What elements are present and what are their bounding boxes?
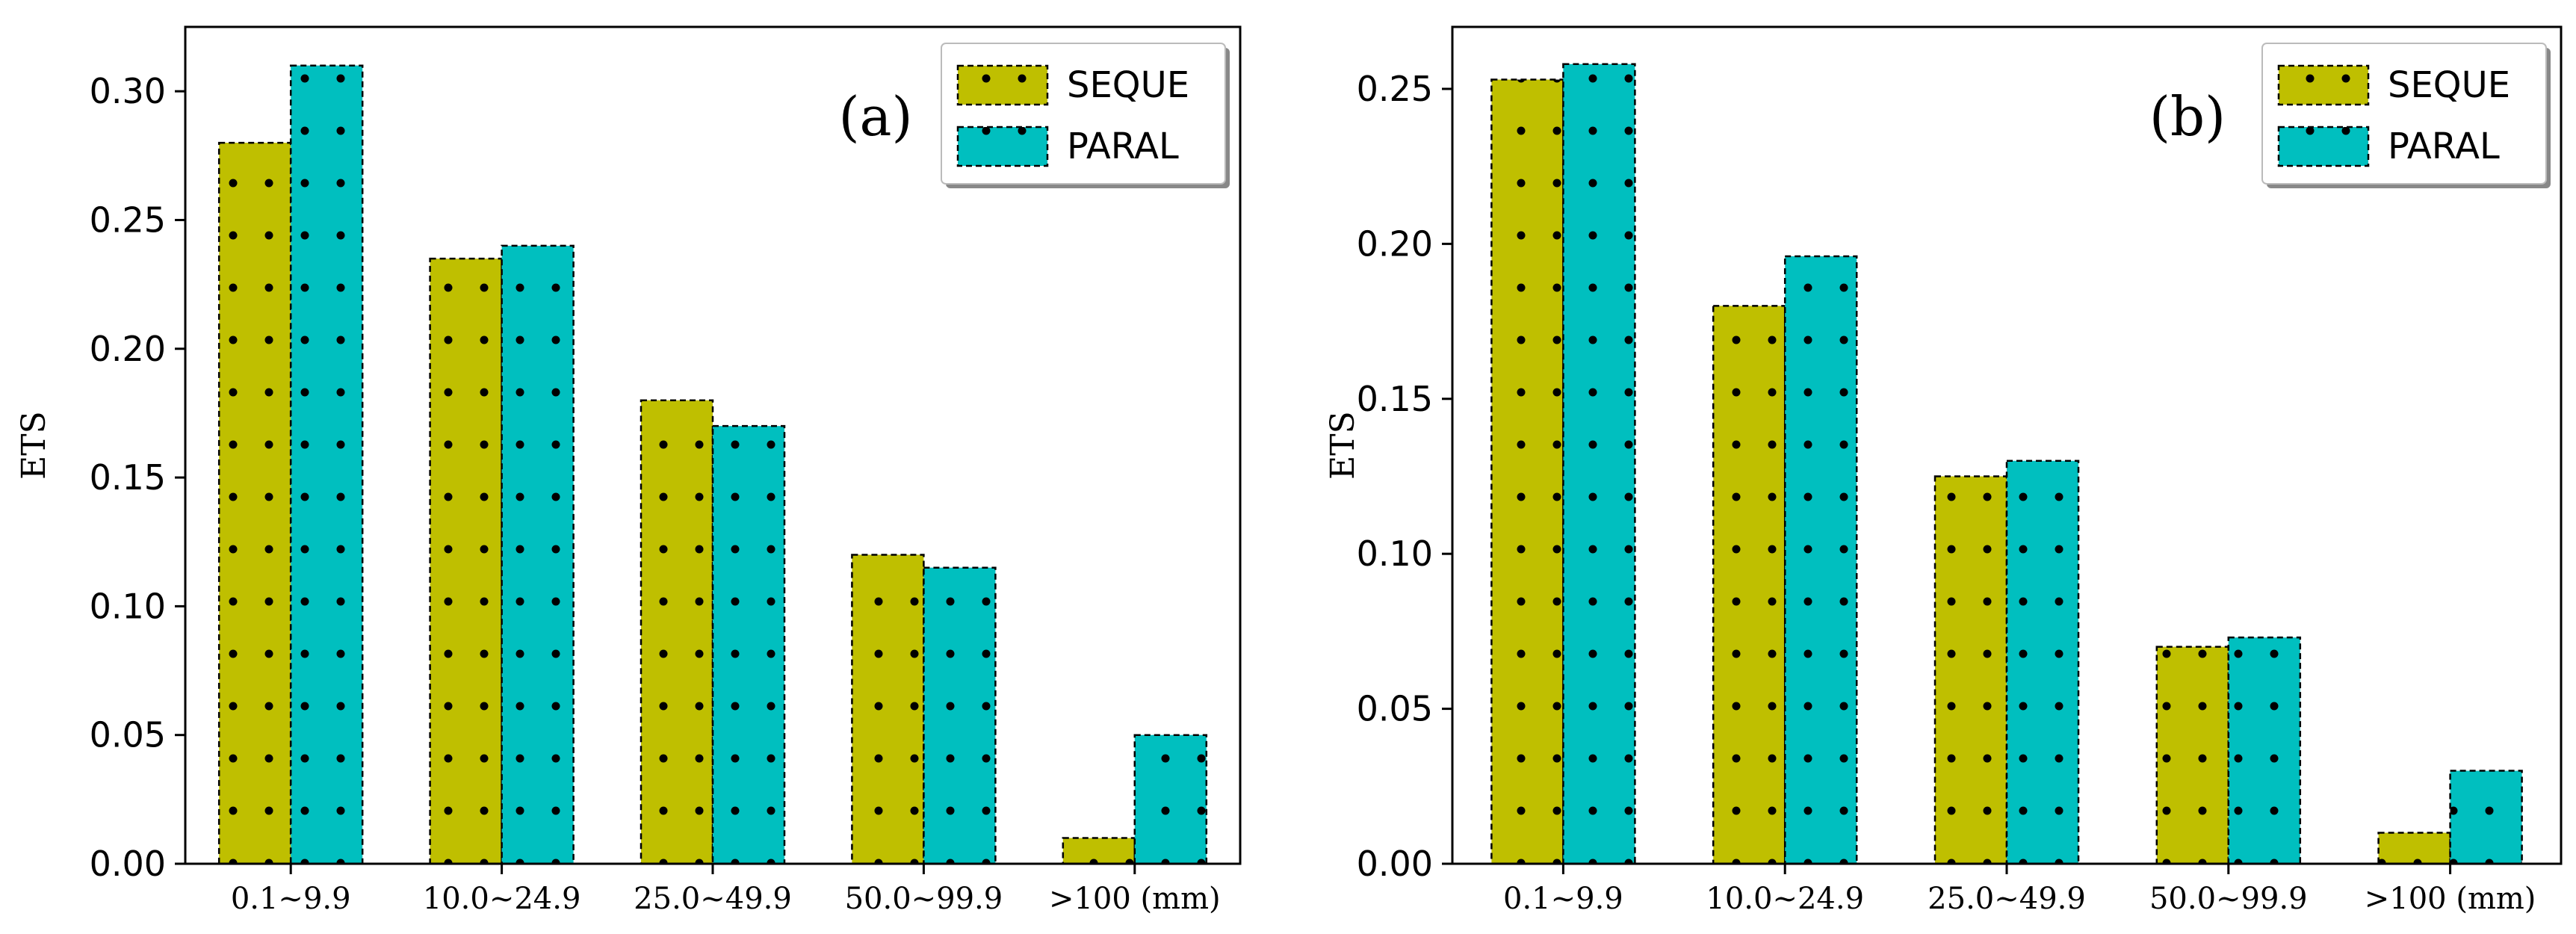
- y-tick-label: 0.25: [1357, 69, 1433, 109]
- y-tick-label: 0.15: [90, 457, 166, 498]
- bar-seque-2: [641, 400, 713, 864]
- chart-a-svg: 0.00 0.05 0.10 0.15 0.20 0.25 0.30 0.1~9.9 10.0~…: [0, 0, 1288, 934]
- y-tick-label: 0.30: [90, 71, 166, 111]
- y-tick-label: 0.00: [1357, 844, 1433, 884]
- chart-b-svg: 0.00 0.05 0.10 0.15 0.20 0.25 0.1~9.9 10.0~24.9…: [1288, 0, 2576, 934]
- y-axis-label: ETS: [15, 411, 53, 480]
- x-tick-label: 10.0~24.9: [1706, 882, 1864, 916]
- chart-panel-a: 0.00 0.05 0.10 0.15 0.20 0.25 0.30 0.1~9.9 10.0~…: [0, 0, 1288, 934]
- x-tick-label: 25.0~49.9: [634, 882, 792, 916]
- bar-seque-0: [219, 143, 291, 864]
- legend-swatch-paral: [958, 127, 1047, 166]
- bar-seque-1: [430, 259, 502, 864]
- bar-paral-3: [923, 568, 995, 864]
- y-tick-label: 0.20: [1357, 223, 1433, 264]
- bar-paral-2: [713, 426, 784, 864]
- y-tick-label: 0.25: [90, 200, 166, 240]
- bar-paral-4: [2450, 771, 2522, 864]
- bar-seque-2: [1935, 476, 2007, 864]
- x-tick-label: 25.0~49.9: [1928, 882, 2086, 916]
- legend-swatch-seque: [2279, 66, 2368, 105]
- x-tick-label: 0.1~9.9: [231, 882, 351, 916]
- x-tick-label: 50.0~99.9: [845, 882, 1003, 916]
- bar-seque-0: [1491, 80, 1563, 864]
- x-tick-label: >100 (mm): [2365, 882, 2536, 916]
- bar-paral-0: [291, 66, 362, 864]
- x-tick-label: 0.1~9.9: [1503, 882, 1623, 916]
- legend-label-seque: SEQUE: [1067, 64, 1189, 106]
- bar-paral-3: [2229, 637, 2300, 864]
- y-tick-label: 0.10: [90, 586, 166, 626]
- y-tick-label: 0.05: [90, 715, 166, 755]
- y-tick-label: 0.10: [1357, 534, 1433, 574]
- panel-label: (a): [838, 85, 912, 148]
- legend-swatch-seque: [958, 66, 1047, 105]
- bar-seque-1: [1713, 306, 1785, 864]
- x-tick-label: >100 (mm): [1049, 882, 1221, 916]
- y-tick-label: 0.20: [90, 329, 166, 369]
- y-axis-label: ETS: [1324, 411, 1362, 480]
- bar-seque-4: [2379, 833, 2450, 864]
- x-tick-label: 50.0~99.9: [2149, 882, 2308, 916]
- y-tick-label: 0.05: [1357, 689, 1433, 729]
- chart-panel-b: 0.00 0.05 0.10 0.15 0.20 0.25 0.1~9.9 10.0~24.9…: [1288, 0, 2576, 934]
- bar-paral-1: [502, 246, 574, 864]
- bar-seque-4: [1063, 838, 1135, 864]
- panel-label: (b): [2149, 85, 2226, 148]
- bar-seque-3: [852, 554, 923, 864]
- legend-label-paral: PARAL: [1067, 126, 1179, 167]
- legend-swatch-paral: [2279, 127, 2368, 166]
- bar-paral-1: [1785, 256, 1857, 864]
- legend-label-seque: SEQUE: [2388, 64, 2510, 106]
- bar-paral-0: [1563, 64, 1635, 864]
- y-tick-label: 0.00: [90, 844, 166, 884]
- y-tick-label: 0.15: [1357, 379, 1433, 419]
- bar-seque-3: [2157, 647, 2229, 864]
- bar-paral-4: [1135, 735, 1207, 864]
- legend-label-paral: PARAL: [2388, 126, 2500, 167]
- bar-paral-2: [2007, 461, 2078, 864]
- x-tick-label: 10.0~24.9: [423, 882, 581, 916]
